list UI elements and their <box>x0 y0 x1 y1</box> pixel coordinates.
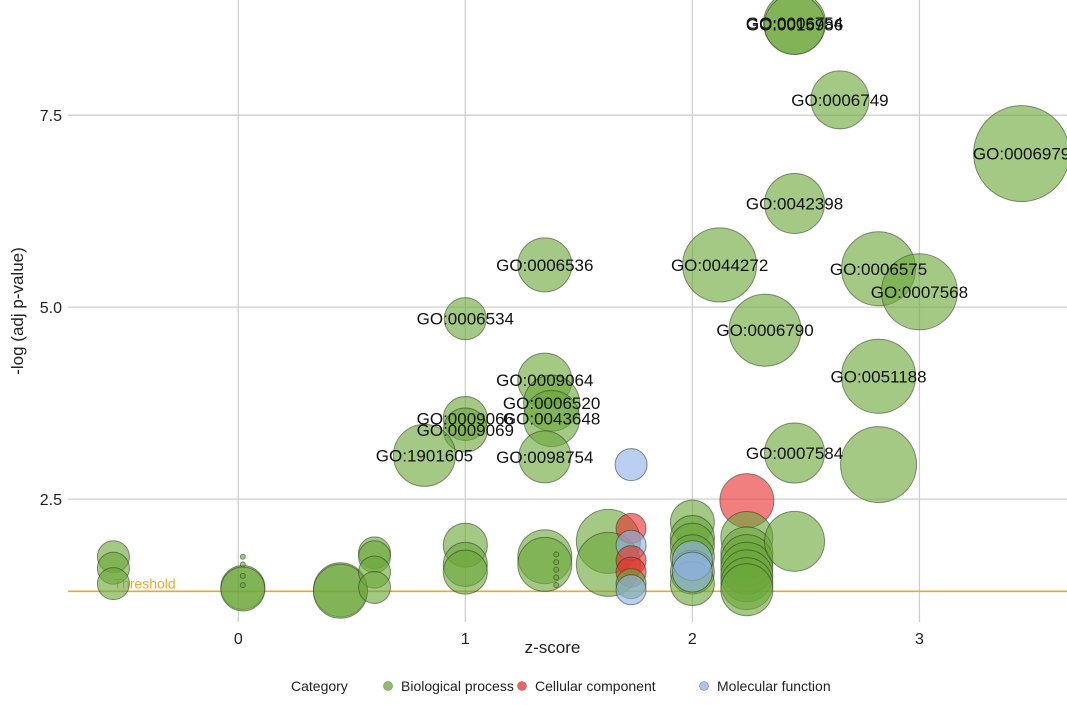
y-axis-title: -log (adj p-value) <box>8 247 27 375</box>
legend-label-cc: Cellular component <box>535 678 656 694</box>
legend-swatch-mf <box>699 681 709 691</box>
bubble-point <box>614 448 648 482</box>
bubble-label: GO:0051188 <box>831 367 927 386</box>
bubble-point <box>239 561 246 568</box>
bubble-point <box>880 253 958 331</box>
bubble-label: GO:0006575 <box>830 260 927 279</box>
x-tick-label: 2 <box>688 631 697 648</box>
x-tick-label: 0 <box>234 631 243 648</box>
bubble-point <box>764 172 826 234</box>
bubble-point <box>443 297 487 341</box>
bubble-label: GO:0006790 <box>716 321 813 340</box>
x-tick-label: 1 <box>461 631 470 648</box>
legend-label-mf: Molecular function <box>717 678 831 694</box>
bubble-point <box>810 70 870 130</box>
bubble-point <box>671 551 713 593</box>
bubble-point <box>239 582 246 589</box>
bubble-point <box>442 407 488 453</box>
bubble-label: GO:0006534 <box>417 310 514 329</box>
bubble-point <box>728 293 802 367</box>
y-tick-label: 7.5 <box>40 108 62 125</box>
legend-title: Category <box>291 678 348 694</box>
bubble-point <box>553 559 560 566</box>
bubble-point <box>358 570 392 604</box>
bubble-point <box>840 426 918 504</box>
bubble-point <box>442 549 488 595</box>
bubble-point <box>764 0 826 56</box>
x-axis-title: z-score <box>525 638 581 657</box>
bubble-label: GO:0042398 <box>746 194 843 213</box>
bubble-label: GO:0009069 <box>417 421 514 440</box>
bubble-point <box>553 582 560 589</box>
y-tick-label: 2.5 <box>40 492 62 509</box>
bubble-point <box>239 572 246 579</box>
bubble-point <box>517 536 573 592</box>
legend-label-bp: Biological process <box>401 678 514 694</box>
bubble-label: GO:1901605 <box>376 446 473 465</box>
bubble-point <box>239 553 246 560</box>
bubble-point <box>96 567 130 601</box>
bubble-point <box>973 105 1067 203</box>
bubble-label: GO:0006536 <box>496 256 593 275</box>
bubble-point <box>553 551 560 558</box>
bubble-label: GO:0098754 <box>496 448 593 467</box>
bubble-label: GO:0007568 <box>871 283 968 302</box>
bubble-label: GO:0007584 <box>746 444 843 463</box>
bubble-label: GO:0015986 <box>746 16 843 35</box>
bubble-point <box>392 423 456 487</box>
bubble-point <box>553 574 560 581</box>
legend: Category Biological process Cellular comp… <box>291 678 831 694</box>
bubble-point <box>720 563 774 617</box>
bubble-point <box>517 237 573 293</box>
bubble-point <box>682 227 758 303</box>
bubble-point <box>841 338 917 414</box>
bubble-point <box>615 574 647 606</box>
bubble-label: GO:0006749 <box>791 91 888 110</box>
axis-layer: z-score -log (adj p-value) <box>8 247 580 657</box>
bubble-label: GO:0009066 <box>417 410 514 429</box>
legend-swatch-bp <box>383 681 393 691</box>
x-tick-label: 3 <box>915 631 924 648</box>
legend-swatch-cc <box>517 681 527 691</box>
bubble-point <box>764 422 826 484</box>
bubble-label: GO:0043648 <box>503 410 600 429</box>
y-tick-label: 5.0 <box>40 300 62 317</box>
bubble-label: GO:0009064 <box>496 371 593 390</box>
bubble-label: GO:0006754 <box>746 14 843 33</box>
bubble-point <box>764 510 826 572</box>
bubble-label: GO:0006979 <box>973 145 1067 164</box>
bubble-point <box>553 566 560 573</box>
bubble-label: GO:0006520 <box>503 394 600 413</box>
bubble-label: GO:0044272 <box>671 256 768 275</box>
points-layer <box>96 0 1067 619</box>
bubble-point <box>518 430 572 484</box>
